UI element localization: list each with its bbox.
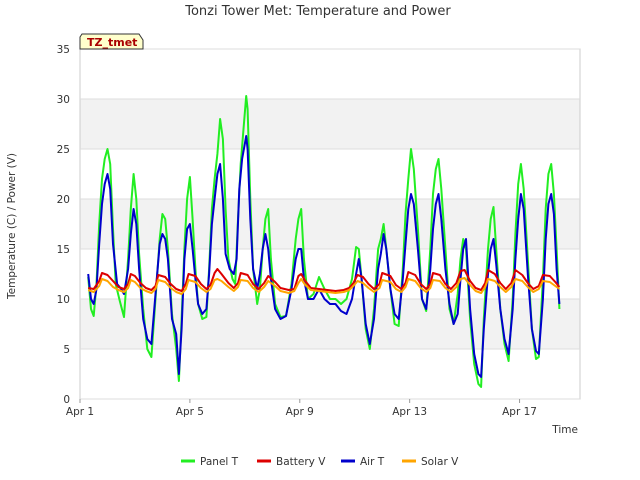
series-lines [87, 95, 561, 388]
y-tick-label: 5 [63, 344, 70, 356]
background-band [80, 99, 580, 149]
chart-title: Tonzi Tower Met: Temperature and Power [184, 4, 451, 19]
legend-item-panel-t: Panel T [181, 456, 239, 468]
x-axis-label: Time [551, 424, 578, 436]
legend: Panel T Battery V Air T Solar V [181, 456, 459, 468]
station-tag: TZ_tmet [79, 33, 144, 50]
series-line-solar-v [87, 277, 560, 295]
y-tick-label: 10 [57, 294, 70, 306]
y-axis-label: Temperature (C) / Power (V) [6, 153, 18, 300]
x-axis-ticks: Apr 1 Apr 5 Apr 9 Apr 13 Apr 17 [66, 399, 537, 418]
y-tick-label: 25 [57, 144, 70, 156]
station-tag-label: TZ_tmet [87, 36, 137, 49]
plot-background-bands [80, 99, 580, 349]
legend-label: Air T [360, 456, 385, 468]
y-tick-label: 15 [57, 244, 70, 256]
legend-item-battery-v: Battery V [257, 456, 326, 468]
x-tick-label: Apr 9 [286, 406, 314, 418]
x-tick-label: Apr 1 [66, 406, 94, 418]
legend-item-solar-v: Solar V [402, 456, 459, 468]
series-line-battery-v [88, 268, 561, 292]
x-tick-label: Apr 13 [392, 406, 427, 418]
x-tick-label: Apr 17 [502, 406, 537, 418]
background-band [80, 199, 580, 249]
y-axis-ticks: 0 5 10 15 20 25 30 35 [57, 44, 70, 406]
y-tick-label: 0 [63, 394, 70, 406]
y-tick-label: 30 [57, 94, 70, 106]
x-tick-label: Apr 5 [176, 406, 204, 418]
series-line-air-t [87, 135, 561, 378]
legend-label: Solar V [421, 456, 459, 468]
legend-item-air-t: Air T [341, 456, 385, 468]
legend-label: Battery V [276, 456, 326, 468]
y-tick-label: 20 [57, 194, 70, 206]
legend-label: Panel T [200, 456, 239, 468]
y-tick-label: 35 [57, 44, 70, 56]
background-band [80, 299, 580, 349]
